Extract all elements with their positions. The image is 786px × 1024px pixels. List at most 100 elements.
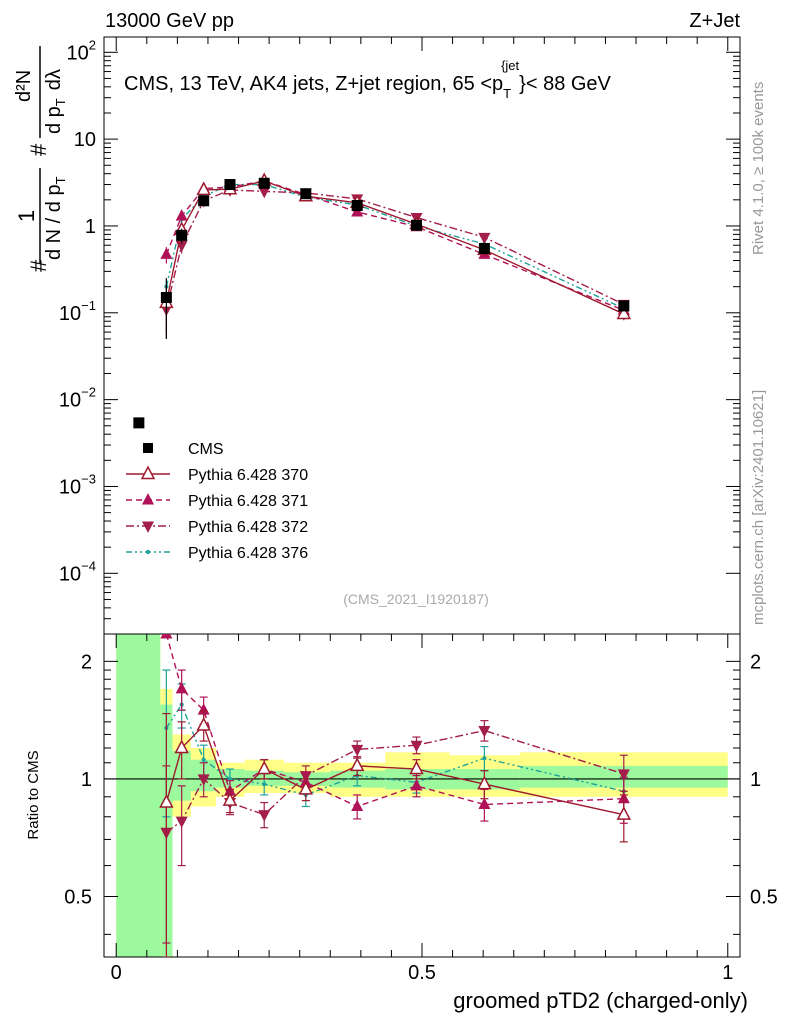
legend-entry-p376: Pythia 6.428 376: [126, 545, 308, 562]
legend: CMS Pythia 6.428 370 Pythia 6.428 371 Pythi…: [126, 441, 308, 562]
point-cms: [300, 188, 312, 200]
ratio-point-p370: [196, 717, 211, 731]
header-right: Z+Jet: [689, 10, 740, 32]
series-p376: [164, 182, 626, 314]
point-cms: [198, 195, 210, 207]
ratio-ytick-label-right: 0.5: [750, 887, 778, 909]
analysis-watermark: (CMS_2021_I1920187): [343, 591, 489, 607]
point-cms: [160, 292, 172, 304]
point-p370: [616, 305, 632, 320]
ratio-point-p371: [351, 799, 364, 811]
main-ytick-label: 10: [74, 129, 96, 151]
legend-marker: [143, 443, 153, 453]
point-cms: [478, 243, 490, 255]
ylabel-d2n: d²N: [13, 70, 35, 102]
series-line-p370: [165, 180, 625, 315]
header-left: 13000 GeV pp: [105, 10, 234, 32]
ylabel-hash-mid: #: [26, 143, 51, 156]
point-cms: [410, 219, 422, 231]
main-ytick-label: 102: [67, 37, 96, 64]
main-ytick-label: 10−4: [59, 558, 96, 585]
point-cms: [224, 179, 236, 191]
series-cms: [133, 177, 630, 429]
legend-marker: [140, 465, 156, 480]
ratio-point-p371: [175, 682, 188, 694]
ratio-point-p372: [617, 769, 630, 781]
series-line-p376: [165, 183, 625, 310]
ratio-point-p372: [175, 816, 188, 828]
mcplots-label: mcplots.cern.ch [arXiv:2401.10621]: [750, 390, 767, 625]
ratio-point-p372: [197, 774, 210, 786]
point-cms: [133, 417, 145, 429]
legend-label: Pythia 6.428 376: [188, 545, 308, 562]
ratio-point-p370: [298, 780, 314, 795]
legend-entry-cms: CMS: [143, 441, 224, 458]
ratio-point-p371: [410, 778, 423, 791]
ratio-point-p370: [477, 775, 492, 790]
ratio-xtick-label: 0: [111, 962, 122, 984]
ylabel-one: 1: [14, 210, 39, 222]
ratio-line-p376: [165, 703, 624, 796]
ratio-ytick-label: 2: [81, 651, 92, 673]
ratio-line-p370: [165, 724, 624, 816]
series-p371: [160, 174, 630, 316]
legend-marker: [142, 521, 154, 533]
ratio-series-p370: [159, 710, 632, 957]
main-series-layer: [133, 172, 632, 429]
main-ytick-label: 10−3: [59, 471, 96, 498]
ratio-line-p372: [165, 729, 625, 833]
point-cms: [176, 229, 188, 241]
legend-entry-p372: Pythia 6.428 372: [126, 519, 308, 536]
main-ytick-label: 1: [85, 216, 96, 238]
ratio-point-p370: [174, 739, 189, 754]
ratio-point-p372: [258, 810, 271, 822]
ratio-ytick-label-right: 2: [750, 651, 761, 673]
ylabel-denominator: d N / d pT: [43, 176, 68, 260]
ratio-point-p370: [616, 806, 632, 820]
ratio-xtick-label: 0.5: [408, 962, 436, 984]
ratio-point-p372: [351, 744, 364, 757]
rivet-label: Rivet 4.1.0, ≥ 100k events: [750, 82, 767, 255]
x-axis-label: groomed pTD2 (charged-only): [453, 988, 748, 1013]
legend-label: Pythia 6.428 372: [188, 519, 308, 536]
ylabel-dpt-dlambda: d pTdλ: [43, 69, 68, 134]
legend-marker: [142, 493, 154, 505]
ratio-point-p376: [227, 776, 233, 782]
legend-label: Pythia 6.428 370: [188, 467, 308, 484]
ratio-uncertainty-bands: [104, 634, 740, 957]
ratio-series-layer: [159, 634, 632, 957]
point-p372: [478, 232, 491, 245]
ratio-xtick-label: 1: [722, 962, 733, 984]
series-line-p372: [165, 189, 625, 310]
point-p371: [175, 209, 188, 221]
ratio-ticks: 0.5 0.5 1 1 2 2 0 0.5 1: [64, 634, 778, 984]
ratio-point-p376: [262, 781, 267, 787]
main-ytick-label: 10−1: [59, 298, 96, 325]
ratio-point-p376: [201, 757, 206, 762]
point-p371: [160, 247, 173, 259]
point-p370: [196, 181, 211, 196]
legend-label: CMS: [188, 441, 224, 458]
series-p372: [160, 185, 630, 333]
point-cms: [258, 177, 270, 189]
title-sub: T: [503, 86, 511, 101]
point-p372: [258, 186, 271, 199]
title-sup: {jet: [501, 58, 519, 73]
point-cms: [618, 300, 630, 312]
ratio-point-p370: [409, 760, 424, 775]
ratio-ytick-label: 1: [81, 769, 92, 791]
ratio-point-p372: [410, 740, 423, 753]
ratio-point-p376: [482, 756, 487, 761]
main-ylabel: # 1 d N / d pT # d²N d pTdλ: [13, 46, 68, 272]
ratio-point-p370: [256, 760, 272, 775]
title-suffix: }< 88 GeV: [519, 73, 611, 95]
ylabel-hash-left: #: [26, 259, 51, 272]
legend-label: Pythia 6.428 371: [188, 493, 308, 510]
ratio-ytick-label: 0.5: [64, 887, 92, 909]
main-ytick-label: 10−2: [59, 385, 96, 412]
legend-entry-p371: Pythia 6.428 371: [126, 493, 308, 510]
ratio-point-p370: [222, 792, 238, 806]
series-p370: [159, 172, 632, 339]
ratio-line-p371: [165, 634, 624, 808]
